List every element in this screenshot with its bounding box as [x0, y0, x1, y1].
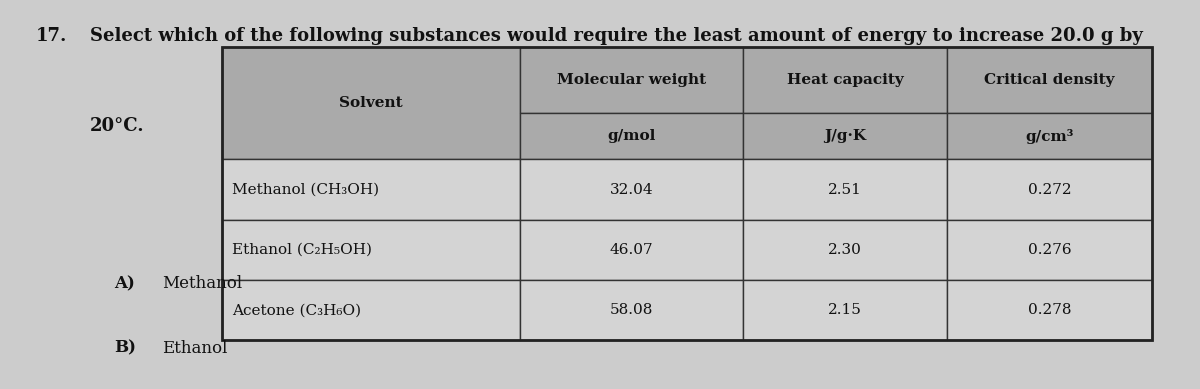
Bar	[948, 220, 1152, 280]
Bar	[948, 280, 1152, 340]
Bar	[948, 113, 1152, 159]
Bar	[743, 159, 948, 220]
Text: 2.30: 2.30	[828, 243, 862, 257]
Text: 20°C.: 20°C.	[90, 117, 145, 135]
Bar	[743, 47, 948, 113]
Text: 2.51: 2.51	[828, 183, 862, 196]
Text: B): B)	[114, 340, 136, 357]
Text: Heat capacity: Heat capacity	[787, 73, 904, 87]
Text: Methanol: Methanol	[162, 275, 242, 293]
Bar	[222, 47, 1152, 340]
Text: J/g·K: J/g·K	[824, 129, 866, 143]
Bar	[520, 159, 743, 220]
Text: 17.: 17.	[36, 27, 67, 45]
Text: Select which of the following substances would require the least amount of energ: Select which of the following substances…	[90, 27, 1142, 45]
Bar	[520, 47, 743, 113]
Bar	[222, 220, 520, 280]
Text: 0.278: 0.278	[1028, 303, 1072, 317]
Bar	[520, 220, 743, 280]
Bar	[520, 113, 743, 159]
Text: 58.08: 58.08	[610, 303, 653, 317]
Bar	[222, 159, 520, 220]
Text: Critical density: Critical density	[984, 73, 1115, 87]
Text: Ethanol: Ethanol	[162, 340, 227, 357]
Bar	[222, 47, 520, 159]
Bar	[520, 280, 743, 340]
Text: 46.07: 46.07	[610, 243, 653, 257]
Bar	[222, 280, 520, 340]
Text: Methanol (CH₃OH): Methanol (CH₃OH)	[232, 183, 379, 196]
Text: Molecular weight: Molecular weight	[557, 73, 706, 87]
Text: 32.04: 32.04	[610, 183, 653, 196]
Bar	[743, 113, 948, 159]
Text: A): A)	[114, 275, 134, 293]
Bar	[948, 159, 1152, 220]
Text: 0.272: 0.272	[1028, 183, 1072, 196]
Text: g/cm³: g/cm³	[1026, 129, 1074, 144]
Text: 0.276: 0.276	[1028, 243, 1072, 257]
Text: 2.15: 2.15	[828, 303, 862, 317]
Text: Solvent: Solvent	[338, 96, 403, 110]
Text: g/mol: g/mol	[607, 129, 655, 143]
Text: Acetone (C₃H₆O): Acetone (C₃H₆O)	[232, 303, 361, 317]
Bar	[743, 280, 948, 340]
Text: Ethanol (C₂H₅OH): Ethanol (C₂H₅OH)	[232, 243, 372, 257]
Bar	[948, 47, 1152, 113]
Bar	[743, 220, 948, 280]
